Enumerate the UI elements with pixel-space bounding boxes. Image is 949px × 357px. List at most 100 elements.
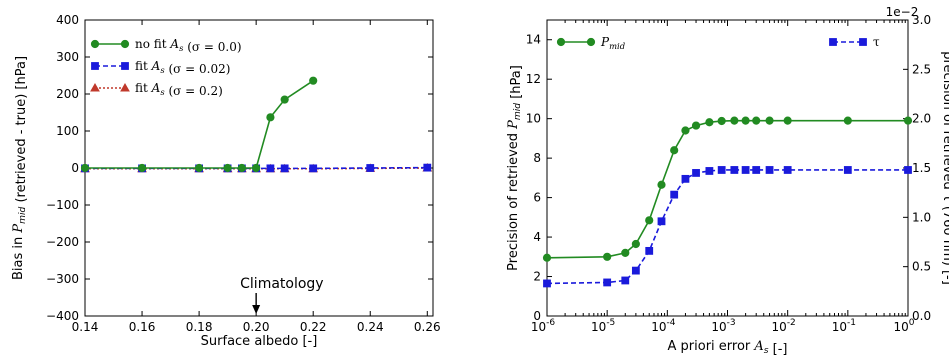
precision-chart: 10-6 10-5 10-4 10-3 10-2 10-1 100 0 2 4 6 8 10 12 14 0.…	[506, 5, 949, 357]
data-point	[783, 166, 792, 174]
y-tick-label: 200	[56, 87, 79, 101]
data-point	[80, 163, 90, 173]
y-tick-label: 4	[533, 230, 541, 244]
x-tick-label: 10-4	[651, 318, 676, 334]
y-tick-label: 6	[533, 191, 541, 205]
data-point	[717, 166, 726, 174]
legend-label: fit As (σ = 0.2)	[135, 81, 223, 98]
x-tick-label: 0.22	[300, 320, 327, 334]
data-point	[252, 163, 261, 173]
x-tick-label: 0.24	[357, 320, 384, 334]
data-point	[542, 253, 552, 262]
y-tick-label: −100	[46, 198, 79, 212]
series-line	[546, 119, 908, 259]
data-point	[741, 116, 750, 125]
y-tick-label: −300	[46, 272, 79, 286]
data-point	[765, 166, 774, 174]
y-right-tick-label: 0.0	[912, 309, 931, 323]
data-point	[309, 164, 318, 173]
data-point	[705, 167, 714, 175]
x-tick-label: 0.16	[129, 320, 156, 334]
data-point	[657, 180, 666, 189]
data-point	[631, 266, 640, 275]
data-point	[621, 248, 630, 257]
legend-label: Pmid	[600, 35, 626, 51]
data-point	[237, 163, 246, 173]
x-axis-label: Surface albedo [-]	[201, 334, 318, 349]
y-tick-label: −400	[46, 309, 79, 323]
y-right-axis-label: precision of retrieved τ (760 nm) [-]	[940, 51, 949, 285]
y-tick-label: 0	[71, 161, 79, 175]
annotation-label: Climatology	[240, 276, 323, 292]
data-point	[645, 216, 654, 225]
y-right-tick-label: 2.5	[912, 62, 931, 76]
data-point	[631, 239, 640, 249]
data-point	[280, 95, 289, 104]
data-point	[423, 163, 432, 172]
x-tick-label: 100	[893, 318, 914, 334]
y-tick-label: 2	[533, 270, 541, 284]
data-point	[717, 116, 726, 126]
legend-label: τ	[873, 35, 880, 49]
right-axis-offset: 1e−2	[886, 5, 919, 19]
legend-marker	[121, 62, 129, 70]
x-tick-label: 0.20	[243, 320, 270, 334]
y-right-tick-label: 1.5	[912, 161, 931, 175]
y-axis-label: Bias in Pmid (retrieved - true) [hPa]	[11, 56, 29, 280]
legend-marker	[859, 38, 867, 46]
data-point	[223, 163, 232, 173]
y-tick-label: 10	[526, 112, 541, 126]
legend-marker	[120, 39, 130, 49]
y-tick-label: 14	[526, 33, 541, 47]
data-point	[309, 76, 318, 85]
annotation-arrow-head	[252, 305, 261, 314]
y-tick-label: 0	[533, 309, 541, 323]
data-point	[621, 276, 630, 285]
data-point	[366, 164, 375, 172]
y-tick-label: 400	[56, 13, 79, 27]
data-point	[645, 246, 654, 255]
y-tick-label: 12	[526, 72, 541, 86]
data-point	[730, 116, 739, 125]
x-tick-label: 10-2	[772, 318, 796, 334]
data-point	[843, 116, 852, 125]
legend-marker	[90, 39, 100, 49]
data-point	[705, 118, 714, 127]
data-point	[670, 190, 679, 199]
y-right-tick-label: 1.0	[912, 210, 931, 224]
data-point	[543, 279, 551, 288]
x-axis-label: A priori error As [-]	[668, 339, 788, 357]
data-point	[741, 166, 750, 174]
data-point	[691, 121, 701, 130]
x-tick-label: 0.18	[186, 320, 213, 334]
data-point	[280, 164, 289, 173]
series-line	[546, 169, 908, 285]
data-point	[752, 116, 761, 125]
legend-marker	[90, 82, 100, 92]
data-point	[137, 163, 147, 173]
data-point	[692, 169, 700, 177]
data-point	[266, 113, 275, 122]
y-tick-label: 8	[533, 151, 541, 165]
data-point	[783, 116, 792, 125]
y-axis-label: Precision of retrieved Pmid [hPa]	[506, 65, 524, 271]
bias-chart: 0.14 0.16 0.18 0.20 0.22 0.24 0.26 −400 −300 −200…	[11, 13, 441, 349]
x-tick-label: 0.14	[72, 320, 99, 334]
legend-marker	[829, 38, 837, 46]
data-point	[670, 146, 679, 155]
x-tick-label: 10-5	[591, 318, 615, 334]
legend-label: fit As (σ = 0.02)	[135, 59, 230, 76]
data-point	[603, 278, 612, 287]
y-right-tick-label: 0.5	[912, 260, 931, 274]
legend-label: no fit As (σ = 0.0)	[135, 37, 242, 54]
x-tick-label: 10-1	[832, 318, 856, 334]
y-right-tick-label: 2.0	[912, 112, 931, 126]
legend-marker	[120, 82, 130, 92]
legend-marker	[91, 62, 99, 70]
legend-marker	[556, 37, 566, 47]
x-tick-label: 0.26	[414, 320, 441, 334]
data-point	[903, 116, 913, 125]
data-point	[194, 163, 204, 173]
data-point	[730, 166, 739, 174]
